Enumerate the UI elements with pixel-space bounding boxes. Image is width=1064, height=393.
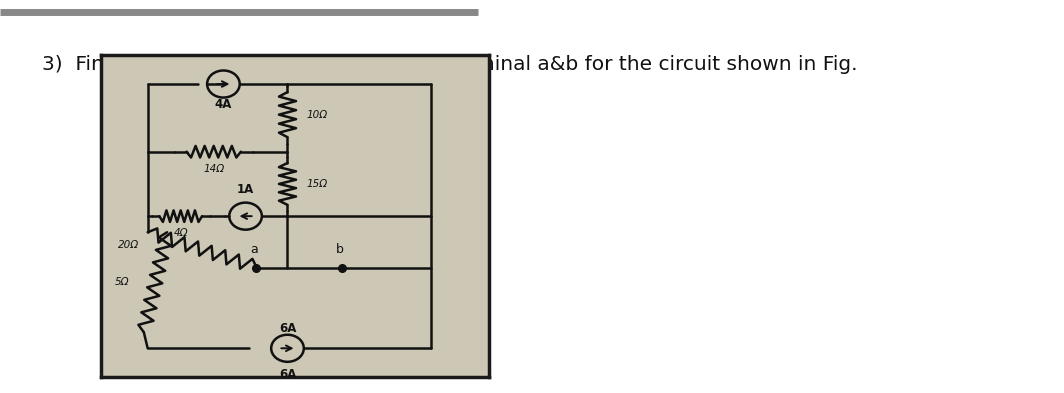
Text: a: a <box>251 243 259 256</box>
Text: 15Ω: 15Ω <box>306 179 328 189</box>
Text: 5Ω: 5Ω <box>115 277 130 287</box>
Text: 10Ω: 10Ω <box>306 110 328 119</box>
Text: 6A: 6A <box>279 368 296 381</box>
Text: 4Ω: 4Ω <box>173 228 188 239</box>
Text: 14Ω: 14Ω <box>203 164 225 174</box>
Text: 4A: 4A <box>215 97 232 110</box>
Text: 6A: 6A <box>279 322 296 335</box>
Text: b: b <box>336 243 344 256</box>
Text: 3)  Find Thevenin’s equivalent between terminal a&b for the circuit shown in Fig: 3) Find Thevenin’s equivalent between te… <box>41 55 858 74</box>
Text: 20Ω: 20Ω <box>118 240 138 250</box>
Text: 1A: 1A <box>237 183 254 196</box>
